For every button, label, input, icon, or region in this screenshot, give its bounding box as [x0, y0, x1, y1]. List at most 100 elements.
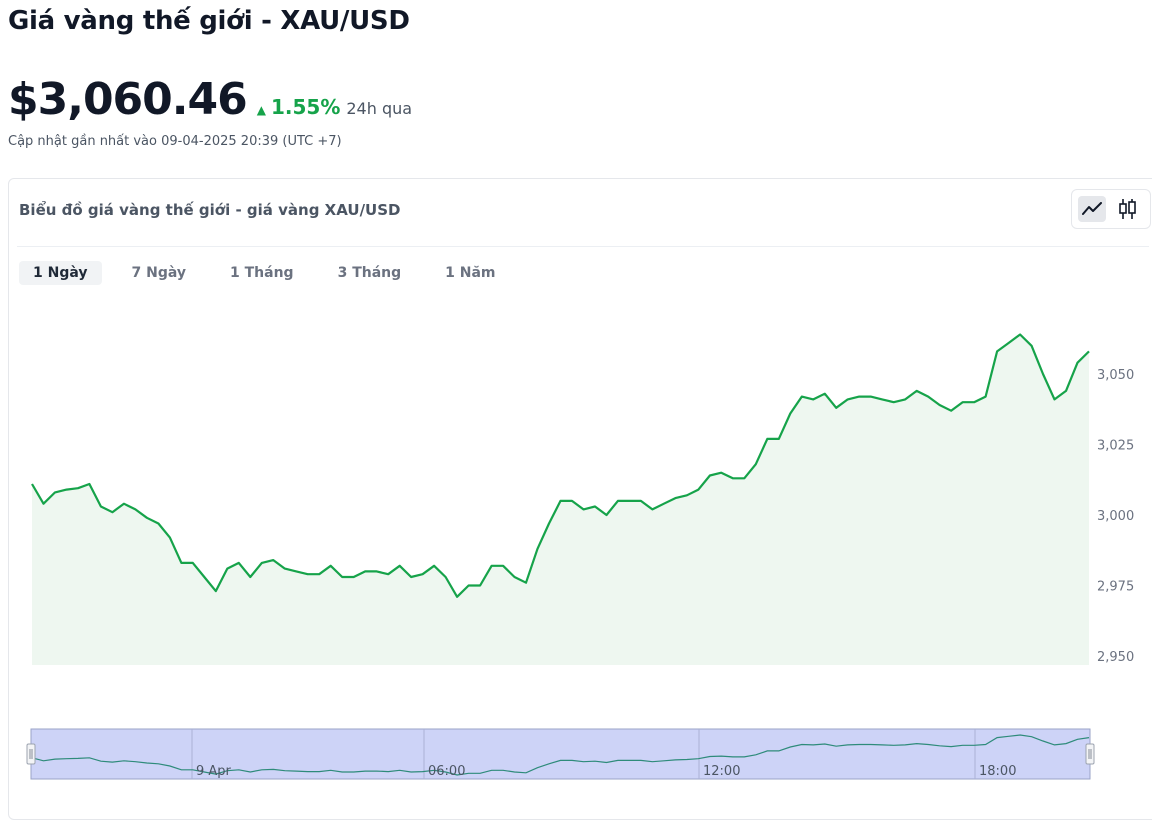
price-point: [788, 412, 792, 416]
price-point: [1053, 397, 1057, 401]
price-point: [237, 561, 241, 565]
price-point: [271, 558, 275, 562]
navigator-time-label: 9 Apr: [196, 764, 232, 779]
price-point: [444, 575, 448, 579]
price-point: [363, 569, 367, 573]
price-point: [53, 490, 57, 494]
range-navigator[interactable]: 9 Apr 06:00 12:00 18:00: [26, 728, 1095, 780]
y-tick-label: 2,950: [1097, 650, 1134, 665]
price-point: [99, 505, 103, 509]
price-point: [214, 589, 218, 593]
price-point: [731, 476, 735, 480]
price-point: [30, 482, 34, 486]
price-area: [32, 334, 1089, 665]
candlestick-icon: [1119, 199, 1136, 219]
card-divider: [17, 246, 1149, 247]
price-point: [903, 397, 907, 401]
chart-type-toggle: [1071, 189, 1151, 229]
price-point: [432, 564, 436, 568]
price-chart: 2,950 2,975 3,000 3,025 3,050 9 Apr 06:00 12:0…: [26, 333, 1134, 780]
price-change: ▲ 1.55% 24h qua: [257, 95, 412, 119]
price-point: [202, 575, 206, 579]
price-point: [547, 522, 551, 526]
price-point: [1018, 333, 1022, 337]
price-summary: $3,060.46 ▲ 1.55% 24h qua: [8, 74, 412, 125]
price-point: [156, 522, 160, 526]
price-point: [719, 471, 723, 475]
price-point: [1007, 341, 1011, 345]
price-point: [248, 575, 252, 579]
y-tick-label: 2,975: [1097, 580, 1134, 595]
y-axis: 2,950 2,975 3,000 3,025 3,050: [1097, 368, 1134, 665]
price-point: [742, 476, 746, 480]
line-chart-icon: [1082, 202, 1102, 215]
current-price: $3,060.46: [8, 74, 248, 125]
price-point: [857, 395, 861, 399]
navigator-time-label: 18:00: [979, 764, 1016, 779]
price-point: [1030, 344, 1034, 348]
y-tick-label: 3,050: [1097, 368, 1134, 383]
price-point: [765, 437, 769, 441]
price-point: [627, 499, 631, 503]
price-point: [386, 572, 390, 576]
price-point: [490, 564, 494, 568]
price-point: [122, 502, 126, 506]
line-chart-button[interactable]: [1078, 196, 1106, 222]
price-point: [984, 395, 988, 399]
price-point: [409, 575, 413, 579]
price-point: [926, 395, 930, 399]
navigator-selection[interactable]: [30, 728, 1091, 780]
tab-1-year[interactable]: 1 Năm: [445, 265, 496, 281]
price-point: [375, 569, 379, 573]
price-point: [662, 502, 666, 506]
tab-3-months[interactable]: 3 Tháng: [337, 265, 402, 281]
change-period: 24h qua: [346, 99, 413, 118]
tab-1-day[interactable]: 1 Ngày: [19, 261, 102, 285]
price-point: [605, 513, 609, 517]
price-point: [869, 395, 873, 399]
navigator-handle-left[interactable]: [26, 743, 36, 765]
last-updated: Cập nhật gần nhất vào 09-04-2025 20:39 (…: [8, 134, 342, 149]
price-point: [834, 406, 838, 410]
price-point: [1064, 389, 1068, 393]
price-point: [340, 575, 344, 579]
handle-grip[interactable]: [26, 743, 36, 765]
price-point: [65, 488, 69, 492]
price-point: [559, 499, 563, 503]
price-point: [306, 572, 310, 576]
price-point: [329, 564, 333, 568]
price-point: [915, 389, 919, 393]
price-point: [823, 392, 827, 396]
price-point: [972, 400, 976, 404]
handle-grip[interactable]: [1085, 743, 1095, 765]
chart-card-title: Biểu đồ giá vàng thế giới - giá vàng XAU…: [19, 201, 401, 219]
price-point: [352, 575, 356, 579]
candlestick-button[interactable]: [1114, 196, 1142, 222]
price-point: [455, 595, 459, 599]
y-tick-label: 3,000: [1097, 509, 1134, 524]
price-point: [616, 499, 620, 503]
price-line: [31, 333, 1090, 598]
price-point: [294, 569, 298, 573]
price-point: [179, 561, 183, 565]
tab-7-days[interactable]: 7 Ngày: [131, 265, 187, 281]
navigator-time-label: 12:00: [703, 764, 740, 779]
navigator-handle-right[interactable]: [1085, 743, 1095, 765]
price-point: [708, 474, 712, 478]
navigator-time-label: 06:00: [428, 764, 465, 779]
price-point: [283, 567, 287, 571]
price-point: [524, 581, 528, 585]
price-point: [582, 507, 586, 511]
navigator-line: [31, 734, 1090, 776]
price-point: [1041, 372, 1045, 376]
page-title: Giá vàng thế giới - XAU/USD: [8, 6, 410, 36]
price-point: [110, 510, 114, 514]
triangle-up-icon: ▲: [256, 103, 266, 117]
price-point: [639, 499, 643, 503]
price-point: [421, 572, 425, 576]
range-tabs: 1 Ngày 7 Ngày 1 Tháng 3 Tháng 1 Năm: [19, 261, 526, 285]
price-point: [777, 437, 781, 441]
tab-1-month[interactable]: 1 Tháng: [230, 265, 294, 281]
price-point: [1076, 361, 1080, 365]
price-point: [87, 482, 91, 486]
